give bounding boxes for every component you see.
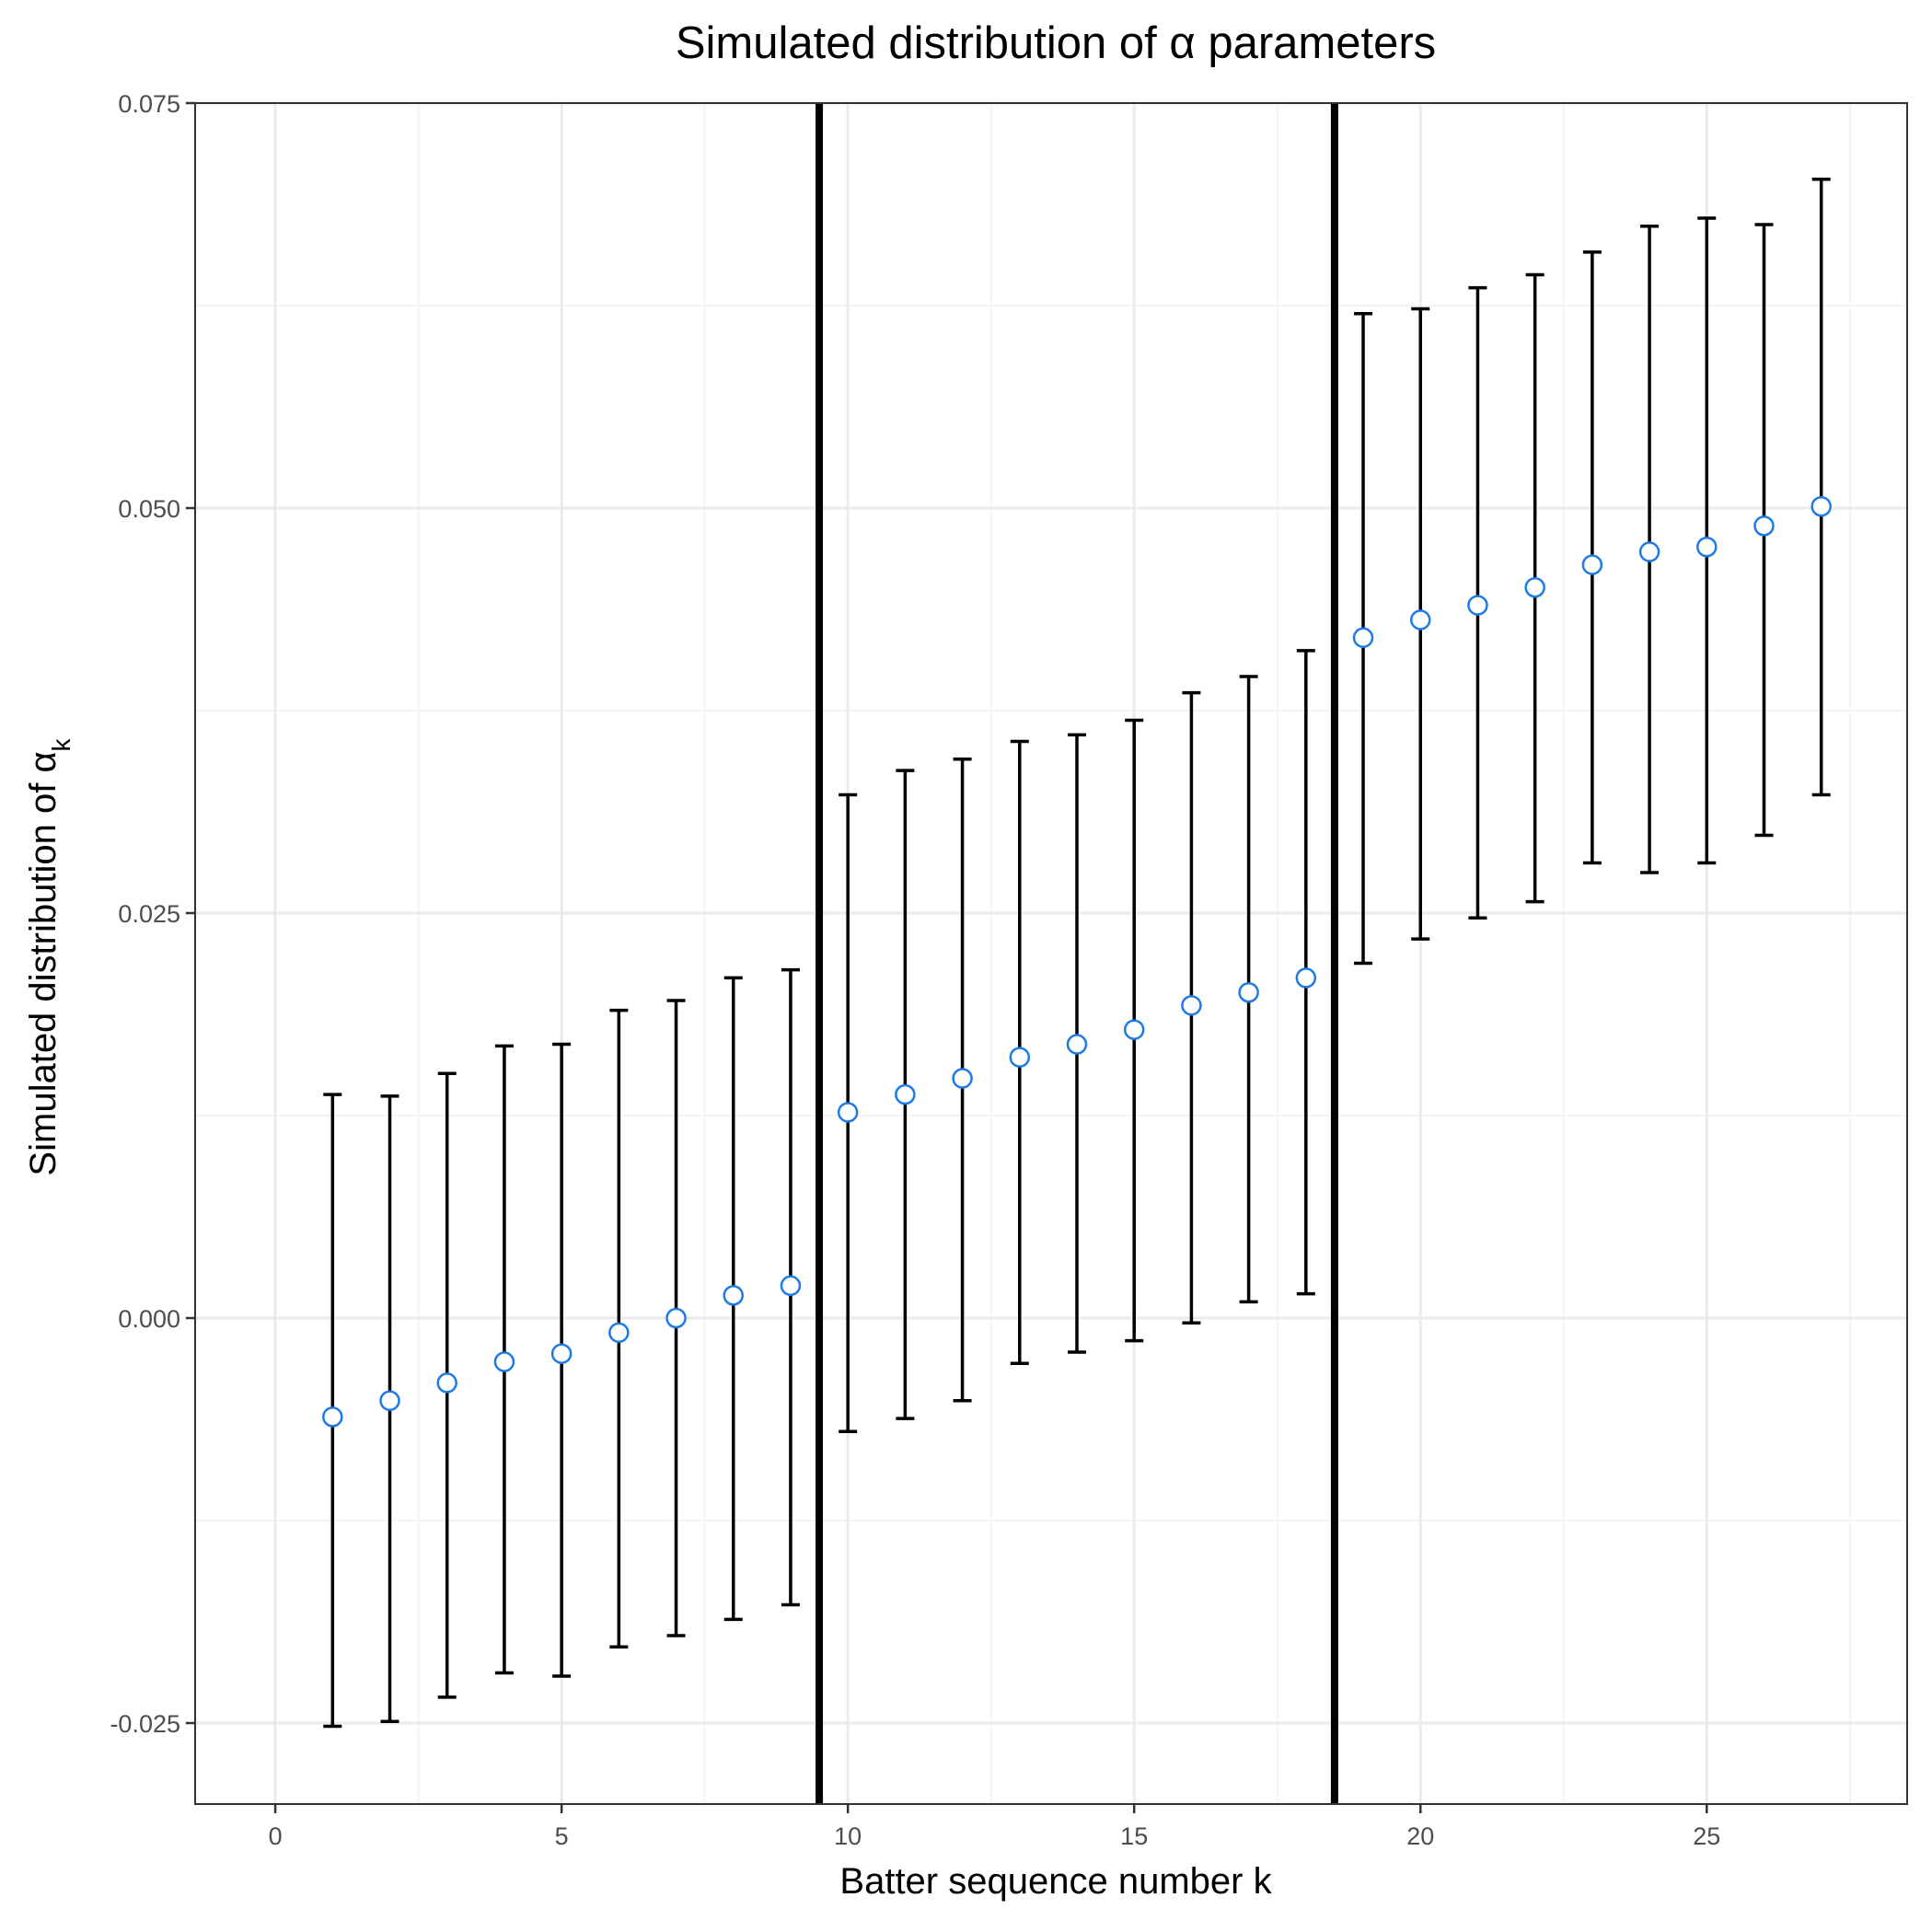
data-point [895,1083,916,1105]
y-tick-label: 0.075 [118,90,180,118]
y-axis: -0.025 0.000 0.025 0.050 0.075 [110,90,195,1738]
data-point [837,1102,859,1123]
data-point [550,1343,573,1364]
y-tick-label: -0.025 [110,1710,180,1738]
y-tick-label: 0.050 [118,495,180,523]
data-point [1753,515,1775,537]
y-axis-title: Simulated distribution of αk [23,737,75,1175]
x-tick-label: 5 [555,1822,569,1850]
data-point [1352,627,1374,649]
data-point [379,1390,400,1412]
data-point [723,1285,744,1306]
data-point [1524,576,1545,598]
y-axis-title-main: Simulated distribution of α [23,751,64,1175]
data-point [1638,541,1660,562]
data-point [1696,536,1718,558]
x-axis-title: Batter sequence number k [839,1861,1272,1902]
data-point [665,1307,687,1329]
data-point [608,1322,630,1344]
grid-minor [195,103,1907,1804]
y-axis-title-subscript: k [47,737,75,751]
panel-border [194,102,1908,1805]
data-point [322,1406,343,1428]
data-point [1811,495,1832,517]
reference-lines [816,103,1338,1804]
x-axis: 0 5 10 15 20 25 [269,1804,1720,1850]
errorbar [1811,177,1831,797]
data-point [1295,967,1317,989]
data-point [1123,1019,1145,1040]
data-point [952,1068,973,1089]
y-tick-label: 0.025 [118,900,180,928]
data-point [1467,595,1488,616]
data-point [780,1275,802,1297]
x-tick-label: 0 [269,1822,283,1850]
x-tick-label: 25 [1693,1822,1720,1850]
data-point [1581,554,1603,575]
data-point [1181,995,1202,1016]
x-tick-label: 20 [1406,1822,1434,1850]
data-point [1009,1047,1031,1068]
y-tick-label: 0.000 [118,1305,180,1333]
data-point [1066,1034,1088,1055]
data-point [1409,609,1431,631]
data-point [1238,981,1259,1003]
chart-title: Simulated distribution of α parameters [676,18,1436,68]
x-tick-label: 15 [1120,1822,1148,1850]
data-point [493,1351,515,1372]
points [322,495,1832,1428]
data-point [436,1372,457,1394]
x-tick-label: 10 [834,1822,862,1850]
